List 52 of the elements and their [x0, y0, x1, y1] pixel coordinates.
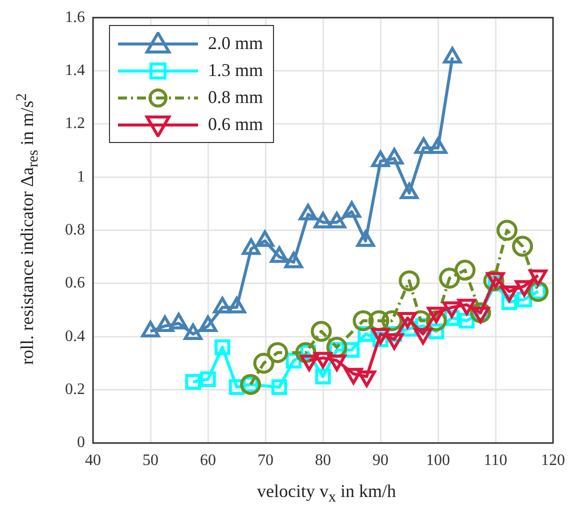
point: [284, 252, 303, 268]
point: [512, 236, 534, 257]
x-tick-label: 70: [258, 452, 274, 469]
x-tick-label: 110: [484, 452, 508, 469]
point: [414, 137, 433, 154]
y-tick-label: 0.6: [65, 274, 85, 292]
point: [352, 310, 374, 332]
point: [356, 230, 375, 247]
x-tick-label: 50: [142, 452, 158, 469]
x-tick-label: 80: [315, 452, 331, 469]
point: [271, 379, 288, 396]
x-tick-label: 40: [85, 452, 101, 469]
y-tick-label: 0.2: [65, 381, 85, 398]
point: [328, 212, 346, 228]
point: [214, 339, 230, 356]
point: [496, 220, 518, 241]
point: [185, 374, 201, 390]
point: [267, 342, 288, 364]
point: [428, 137, 448, 154]
point: [443, 46, 462, 64]
x-tick-label: 120: [541, 452, 565, 469]
point: [371, 150, 390, 168]
y-tick-label: 1.6: [65, 8, 85, 26]
point: [310, 320, 332, 342]
point: [242, 238, 260, 255]
point: [342, 201, 362, 218]
y-tick-label: 0.8: [65, 222, 85, 239]
legend-label: 0.8 mm: [208, 87, 264, 108]
point: [253, 352, 274, 374]
point: [270, 246, 289, 263]
point: [256, 230, 274, 247]
legend-label: 1.3 mm: [208, 60, 264, 81]
y-tick-label: 0: [77, 434, 85, 452]
point: [454, 260, 476, 281]
x-tick-label: 100: [426, 452, 450, 469]
point: [298, 204, 318, 220]
y-tick-label: 0.4: [65, 328, 85, 345]
y-tick-label: 1.4: [65, 62, 85, 79]
point: [398, 270, 420, 292]
y-tick-label: 1: [77, 168, 85, 186]
point: [400, 182, 419, 200]
legend-label: 0.6 mm: [208, 114, 264, 135]
x-tick-label: 60: [200, 452, 216, 469]
x-tick-label: 90: [372, 452, 388, 469]
y-tick-label: 1.2: [65, 115, 85, 132]
point: [314, 212, 332, 228]
point: [385, 148, 404, 165]
point: [315, 368, 331, 384]
point: [200, 371, 216, 388]
point: [439, 268, 460, 289]
legend-label: 2.0 mm: [208, 33, 264, 54]
x-axis-title: velocity v$_{x}$ in km/h: [256, 481, 397, 507]
